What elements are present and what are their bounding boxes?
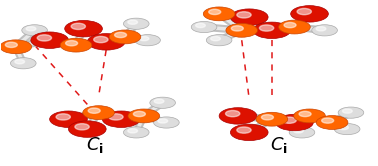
Circle shape bbox=[26, 27, 36, 31]
Circle shape bbox=[102, 111, 140, 127]
Circle shape bbox=[342, 109, 352, 113]
Circle shape bbox=[312, 25, 338, 36]
Circle shape bbox=[237, 127, 251, 133]
Circle shape bbox=[195, 23, 205, 28]
Circle shape bbox=[299, 111, 311, 117]
Circle shape bbox=[291, 6, 328, 22]
Circle shape bbox=[109, 114, 123, 120]
Circle shape bbox=[135, 35, 160, 46]
Circle shape bbox=[22, 25, 47, 36]
Circle shape bbox=[226, 23, 257, 37]
Circle shape bbox=[316, 116, 348, 129]
Circle shape bbox=[50, 111, 87, 127]
Circle shape bbox=[338, 107, 364, 118]
Circle shape bbox=[259, 25, 274, 31]
Circle shape bbox=[276, 114, 313, 131]
Circle shape bbox=[279, 20, 310, 34]
Circle shape bbox=[158, 119, 168, 123]
Circle shape bbox=[139, 37, 149, 41]
Circle shape bbox=[226, 111, 240, 117]
Circle shape bbox=[154, 99, 164, 103]
Circle shape bbox=[75, 124, 89, 130]
Circle shape bbox=[262, 115, 273, 120]
Circle shape bbox=[231, 9, 268, 25]
Circle shape bbox=[5, 42, 17, 47]
Circle shape bbox=[206, 35, 232, 46]
Circle shape bbox=[209, 9, 221, 15]
Circle shape bbox=[37, 35, 51, 41]
Text: $\boldsymbol{\mathit{C}}_{\mathbf{i}}$: $\boldsymbol{\mathit{C}}_{\mathbf{i}}$ bbox=[86, 135, 104, 155]
Circle shape bbox=[60, 38, 92, 52]
Circle shape bbox=[211, 37, 220, 41]
Circle shape bbox=[87, 34, 125, 50]
Circle shape bbox=[294, 129, 303, 133]
Circle shape bbox=[15, 60, 25, 64]
Circle shape bbox=[115, 32, 127, 38]
Circle shape bbox=[322, 118, 334, 123]
Circle shape bbox=[253, 22, 291, 39]
Circle shape bbox=[65, 41, 77, 46]
Circle shape bbox=[83, 106, 115, 120]
Circle shape bbox=[88, 108, 100, 113]
Circle shape bbox=[133, 111, 146, 117]
Circle shape bbox=[294, 109, 325, 123]
Circle shape bbox=[282, 117, 296, 123]
Circle shape bbox=[128, 129, 138, 133]
Circle shape bbox=[316, 27, 326, 31]
Circle shape bbox=[203, 7, 235, 21]
Circle shape bbox=[153, 117, 179, 128]
Circle shape bbox=[124, 127, 149, 138]
Circle shape bbox=[109, 30, 141, 44]
Circle shape bbox=[150, 97, 175, 108]
Circle shape bbox=[56, 114, 70, 120]
Circle shape bbox=[284, 22, 296, 28]
Circle shape bbox=[128, 20, 138, 24]
Circle shape bbox=[297, 8, 311, 15]
Circle shape bbox=[339, 125, 349, 130]
Circle shape bbox=[124, 18, 149, 29]
Circle shape bbox=[94, 36, 108, 43]
Circle shape bbox=[231, 26, 243, 31]
Circle shape bbox=[335, 124, 360, 135]
Circle shape bbox=[289, 127, 315, 138]
Circle shape bbox=[219, 108, 257, 124]
Circle shape bbox=[231, 124, 268, 141]
Circle shape bbox=[11, 58, 36, 69]
Circle shape bbox=[31, 32, 68, 48]
Text: $\boldsymbol{\mathit{C}}_{\mathbf{i}}$: $\boldsymbol{\mathit{C}}_{\mathbf{i}}$ bbox=[270, 135, 288, 155]
Circle shape bbox=[0, 40, 32, 54]
Circle shape bbox=[128, 109, 160, 123]
Circle shape bbox=[191, 21, 217, 33]
Circle shape bbox=[256, 112, 288, 126]
Circle shape bbox=[65, 20, 102, 37]
Circle shape bbox=[68, 121, 106, 137]
Circle shape bbox=[237, 12, 251, 18]
Circle shape bbox=[71, 23, 85, 30]
